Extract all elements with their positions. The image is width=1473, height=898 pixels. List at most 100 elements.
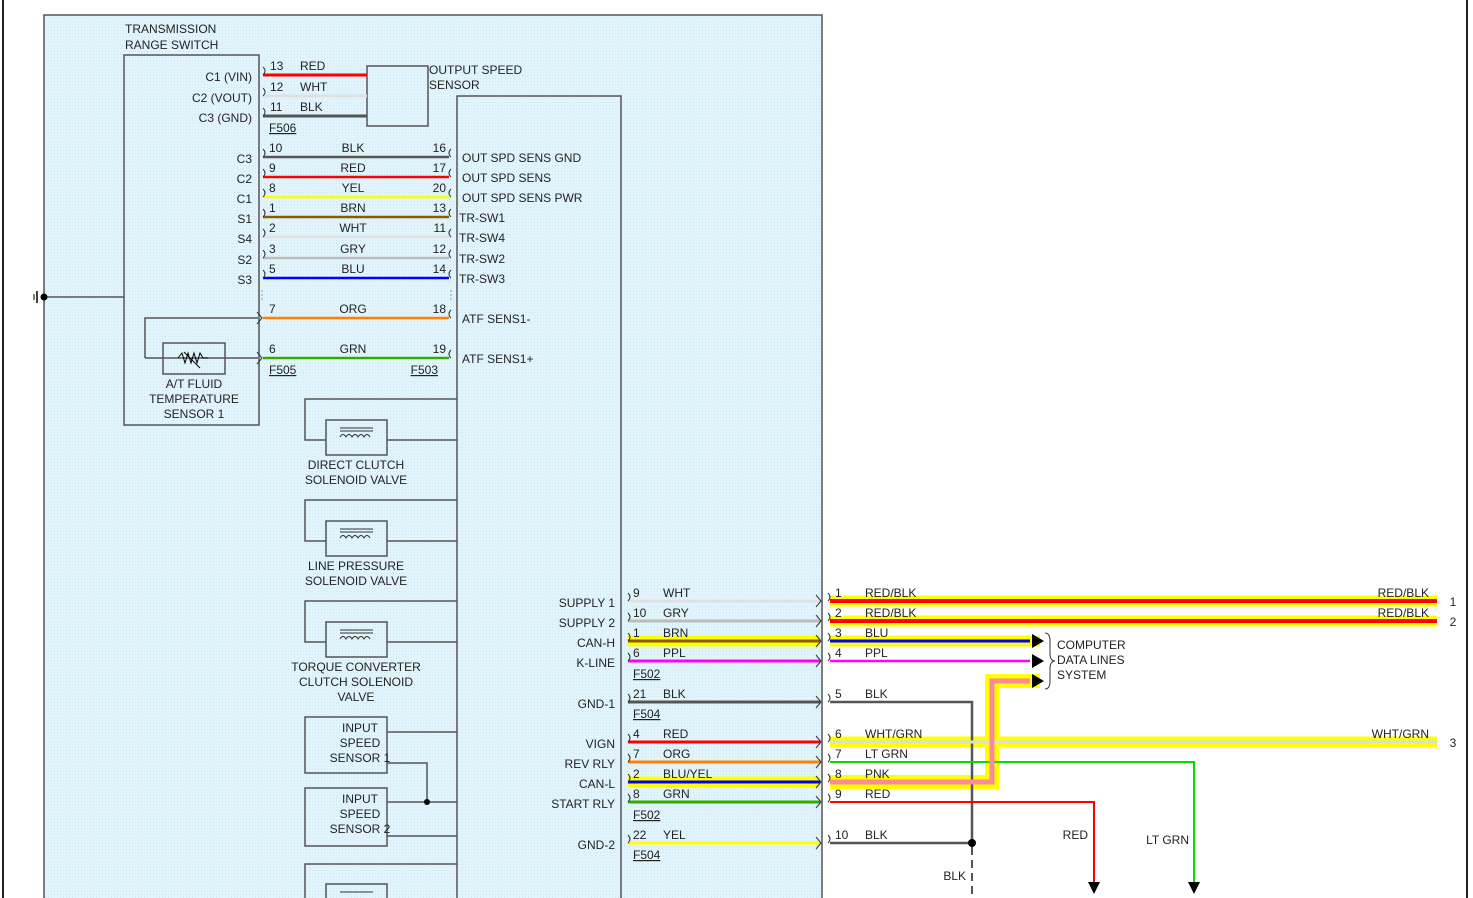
wire-color-label: LT GRN (865, 747, 908, 761)
brace-icon (1044, 632, 1056, 690)
wire-color-label: GRN (663, 787, 690, 801)
connector-cavity-icon (627, 652, 631, 662)
atf-sensor-label: A/T FLUID (166, 377, 223, 391)
input-speed-sensor-box (304, 787, 388, 847)
input-speed-sensor-label: SENSOR 1 (330, 751, 391, 765)
solenoid-label: TORQUE CONVERTER (291, 660, 421, 674)
wire-color-label: WHT (300, 80, 328, 94)
connector-cavity-icon (827, 773, 831, 783)
wire-color-label: WHT (339, 221, 367, 235)
pin-number: 17 (433, 161, 447, 175)
wire-color-label: ORG (663, 747, 690, 761)
switch-pin-label: C3 (GND) (199, 111, 252, 125)
wire-color-label: RED/BLK (1378, 606, 1429, 620)
switch-pin-label: C2 (VOUT) (192, 91, 252, 105)
pin-number: 11 (434, 221, 447, 235)
pcm-pin-label: TR-SW1 (459, 211, 505, 225)
pin-number: 9 (269, 161, 276, 175)
output-speed-sensor-label: OUTPUT SPEED (429, 63, 522, 77)
pin-number: 8 (269, 181, 276, 195)
pin-number: 7 (269, 302, 276, 316)
transmission-panel (43, 14, 823, 898)
connector-cavity-icon (627, 632, 631, 642)
pin-number: 7 (835, 747, 842, 761)
pin-number: 21 (633, 687, 647, 701)
pin-number: 3 (835, 626, 842, 640)
switch-pin-label: S1 (237, 212, 252, 226)
pin-number: 6 (835, 727, 842, 741)
pin-number: 1 (269, 201, 276, 215)
connector-cavity-icon (627, 793, 631, 803)
connector-arrow-icon (815, 695, 822, 709)
connector-id-f502: F502 (633, 808, 661, 822)
input-speed-sensor-label: SPEED (340, 736, 381, 750)
wire-color-label: PNK (865, 767, 890, 781)
pin-number: 2 (633, 767, 640, 781)
connector-cavity-icon (827, 834, 831, 844)
arrow-icon (1032, 674, 1044, 688)
arrow-icon (1088, 882, 1100, 894)
connector-id-f504: F504 (633, 707, 661, 721)
pin-number: 8 (835, 767, 842, 781)
connector-cavity-icon (262, 168, 266, 178)
wire-color-label: PPL (865, 646, 888, 660)
solenoid-label: SOLENOID VALVE (305, 473, 407, 487)
switch-pin-label: C1 (237, 192, 253, 206)
coil-icon (339, 636, 371, 640)
connector-arrow-icon (815, 775, 822, 789)
solenoid-label: LINE PRESSURE (308, 559, 404, 573)
wire-color-label: RED/BLK (865, 586, 916, 600)
drop-label-lt-grn: LT GRN (1146, 833, 1189, 847)
drop-label-blk: BLK (943, 869, 966, 883)
connector-cavity-icon (627, 693, 631, 703)
wire-color-label: GRY (663, 606, 689, 620)
pin-number: 14 (433, 262, 447, 276)
wire-color-label: RED/BLK (1378, 586, 1429, 600)
atf-sensor-label: SENSOR 1 (164, 407, 225, 421)
solenoid-lead (304, 863, 457, 898)
pcm-pin-label: REV RLY (565, 757, 615, 771)
pcm-pin-label: ATF SENS1- (462, 312, 530, 326)
wire-red (830, 801, 1095, 882)
connector-cavity-icon (262, 87, 266, 97)
pin-number: 4 (835, 646, 842, 660)
connector-arrow-icon (256, 311, 263, 325)
connector-cavity-icon (627, 733, 631, 743)
connector-cavity-icon (262, 107, 266, 117)
wire-color-label: RED/BLK (865, 606, 916, 620)
wire-blk (830, 700, 974, 843)
connector-cavity-icon (448, 269, 452, 279)
connector-cavity-icon (448, 208, 452, 218)
reference-number: 3 (1450, 736, 1457, 750)
wire-color-label: BLK (663, 687, 686, 701)
wire-color-label: RED (340, 161, 366, 175)
wire-color-label: GRN (340, 342, 367, 356)
connector-id-f506: F506 (269, 121, 297, 135)
connector-cavity-icon (448, 148, 452, 158)
pcm-pin-label: CAN-L (579, 777, 615, 791)
wires (256, 66, 1437, 898)
pin-number: 19 (433, 342, 447, 356)
connector-cavity-icon (827, 612, 831, 622)
pcm-pin-label: K-LINE (576, 656, 615, 670)
pcm-pin-label: TR-SW4 (459, 231, 505, 245)
connector-cavity-icon (627, 834, 631, 844)
connector-arrow-icon (815, 795, 822, 809)
pcm-pin-label: ATF SENS1+ (462, 352, 533, 366)
pin-number: 8 (633, 787, 640, 801)
wire-color-label: RED (663, 727, 689, 741)
pcm-box (456, 95, 622, 898)
transmission-range-switch-title: TRANSMISSION (125, 22, 216, 36)
wire-color-label: BLU (865, 626, 888, 640)
wire-color-label: BLU (341, 262, 364, 276)
coil-icon (339, 535, 371, 539)
pin-number: 11 (270, 100, 283, 114)
arrow-icon (1032, 654, 1044, 668)
connector-id-f503: F503 (411, 363, 439, 377)
splice-dot (40, 293, 48, 301)
output-speed-sensor-box (366, 65, 429, 127)
output-speed-sensor-label: SENSOR (429, 78, 480, 92)
pin-number: 5 (835, 687, 842, 701)
pin-number: 10 (269, 141, 283, 155)
pcm-pin-label: VIGN (586, 737, 615, 751)
